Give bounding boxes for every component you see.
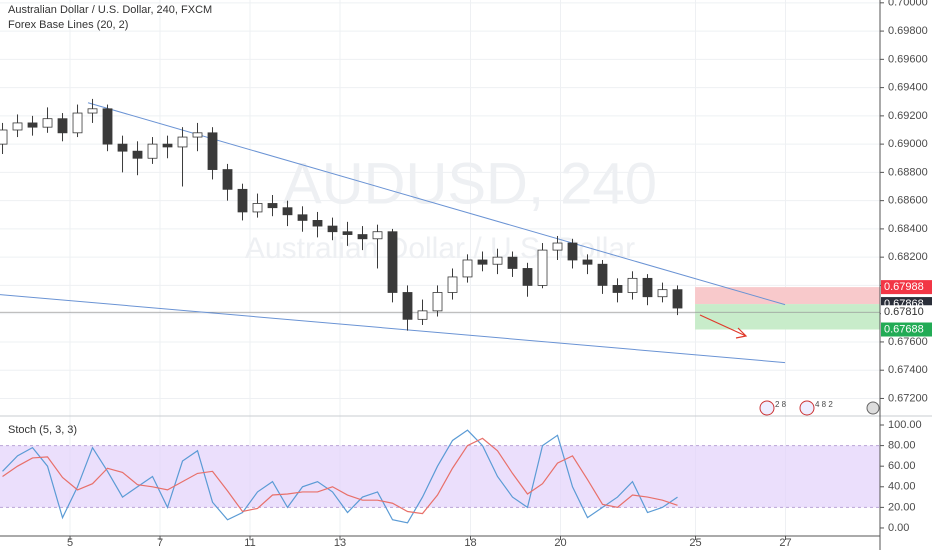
candle-body	[627, 277, 638, 293]
stoch-label: Stoch (5, 3, 3)	[8, 424, 77, 436]
candle-body	[552, 242, 563, 251]
y-tick-label: 0.69600	[888, 53, 928, 65]
candle-body	[147, 143, 158, 159]
y-tick-label: 0.68400	[888, 223, 928, 235]
x-tick-label: 7	[157, 537, 163, 549]
chart-title: Australian Dollar / U.S. Dollar, 240, FX…	[8, 4, 212, 16]
y-tick-label: 0.68200	[888, 251, 928, 263]
price-tag	[881, 322, 932, 337]
event-icon	[759, 400, 775, 416]
candle-body	[447, 276, 458, 293]
candle-body	[177, 136, 188, 148]
stoch-line	[2, 437, 678, 515]
candle-body	[252, 203, 263, 213]
event-label: 2 8	[775, 400, 787, 409]
candle-body	[267, 203, 278, 209]
price-tag-label: 0.67810	[884, 306, 924, 318]
candle-body	[567, 242, 578, 261]
candle-body	[672, 289, 683, 309]
event-icon	[866, 401, 880, 415]
price-tag	[881, 305, 932, 320]
target-zone	[695, 304, 880, 330]
candle-body	[612, 285, 623, 293]
candle-body	[207, 132, 218, 170]
y-tick-label: 0.69200	[888, 110, 928, 122]
candle-body	[237, 188, 248, 213]
candle-body	[42, 118, 53, 128]
candle-body	[582, 259, 593, 265]
price-tag-label: 0.67688	[884, 323, 924, 335]
candle-body	[57, 118, 68, 134]
x-tick-label: 25	[689, 537, 701, 549]
x-tick-label: 13	[334, 537, 346, 549]
candle-body	[312, 220, 323, 227]
candle-body	[417, 310, 428, 320]
price-tag-label: 0.67988	[884, 281, 924, 293]
y-tick-label: 0.69400	[888, 82, 928, 94]
candle-body	[12, 122, 23, 131]
candle-body	[432, 292, 443, 312]
indicator-label: Forex Base Lines (20, 2)	[8, 19, 128, 31]
x-tick-label: 11	[244, 537, 255, 549]
y-tick-label: 80.00	[888, 440, 916, 452]
candle-body	[462, 259, 473, 278]
price-tag	[881, 280, 932, 295]
y-tick-label: 60.00	[888, 460, 916, 472]
y-tick-label: 20.00	[888, 501, 916, 513]
candle-body	[357, 234, 368, 240]
stop-zone	[695, 287, 880, 305]
candle-body	[132, 150, 143, 159]
watermark: AUDUSD, 240	[283, 151, 657, 216]
candle-body	[0, 129, 8, 145]
trendline	[0, 294, 786, 364]
candle-body	[72, 112, 83, 134]
event-icon	[799, 400, 815, 416]
stoch-line	[2, 429, 678, 524]
y-tick-label: 0.67600	[888, 336, 928, 348]
y-tick-label: 0.69000	[888, 138, 928, 150]
candle-body	[477, 259, 488, 265]
x-tick-label: 27	[779, 537, 791, 549]
candle-body	[282, 207, 293, 216]
candle-body	[117, 143, 128, 152]
y-tick-label: 100.00	[888, 419, 922, 431]
candle-body	[537, 249, 548, 286]
candle-body	[87, 108, 98, 114]
candle-body	[162, 143, 173, 148]
candle-body	[102, 108, 113, 145]
y-tick-label: 0.70000	[888, 0, 928, 9]
y-tick-label: 0.67200	[888, 392, 928, 404]
candle-body	[387, 231, 398, 293]
direction-arrow	[699, 314, 748, 339]
candle-body	[402, 292, 413, 320]
candle-body	[327, 225, 338, 233]
candle-body	[372, 231, 383, 240]
candle-body	[507, 256, 518, 269]
candle-body	[342, 231, 353, 235]
x-tick-label: 18	[464, 537, 476, 549]
stoch-band	[0, 445, 880, 508]
event-icons: 2 8 4 8 2	[759, 400, 880, 416]
candle-body	[522, 268, 533, 286]
candle-body	[597, 263, 608, 286]
y-tick-label: 0.68600	[888, 195, 928, 207]
candle-body	[222, 169, 233, 190]
y-tick-label: 0.00	[888, 522, 909, 534]
y-tick-label: 0.67400	[888, 364, 928, 376]
candle-body	[192, 132, 203, 138]
x-tick-label: 20	[554, 537, 566, 549]
candle-body	[492, 256, 503, 265]
trendline	[87, 102, 786, 306]
candle-body	[657, 289, 668, 298]
x-tick-label: 5	[67, 537, 73, 549]
candle-body	[642, 277, 653, 298]
y-tick-label: 0.69800	[888, 25, 928, 37]
candle-body	[27, 122, 38, 128]
y-tick-label: 0.68800	[888, 166, 928, 178]
y-tick-label: 40.00	[888, 481, 916, 493]
candle-body	[297, 214, 308, 221]
event-label: 4 8 2	[815, 400, 833, 409]
